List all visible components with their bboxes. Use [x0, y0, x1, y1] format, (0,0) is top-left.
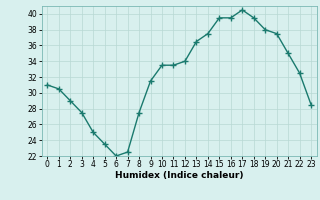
X-axis label: Humidex (Indice chaleur): Humidex (Indice chaleur): [115, 171, 244, 180]
